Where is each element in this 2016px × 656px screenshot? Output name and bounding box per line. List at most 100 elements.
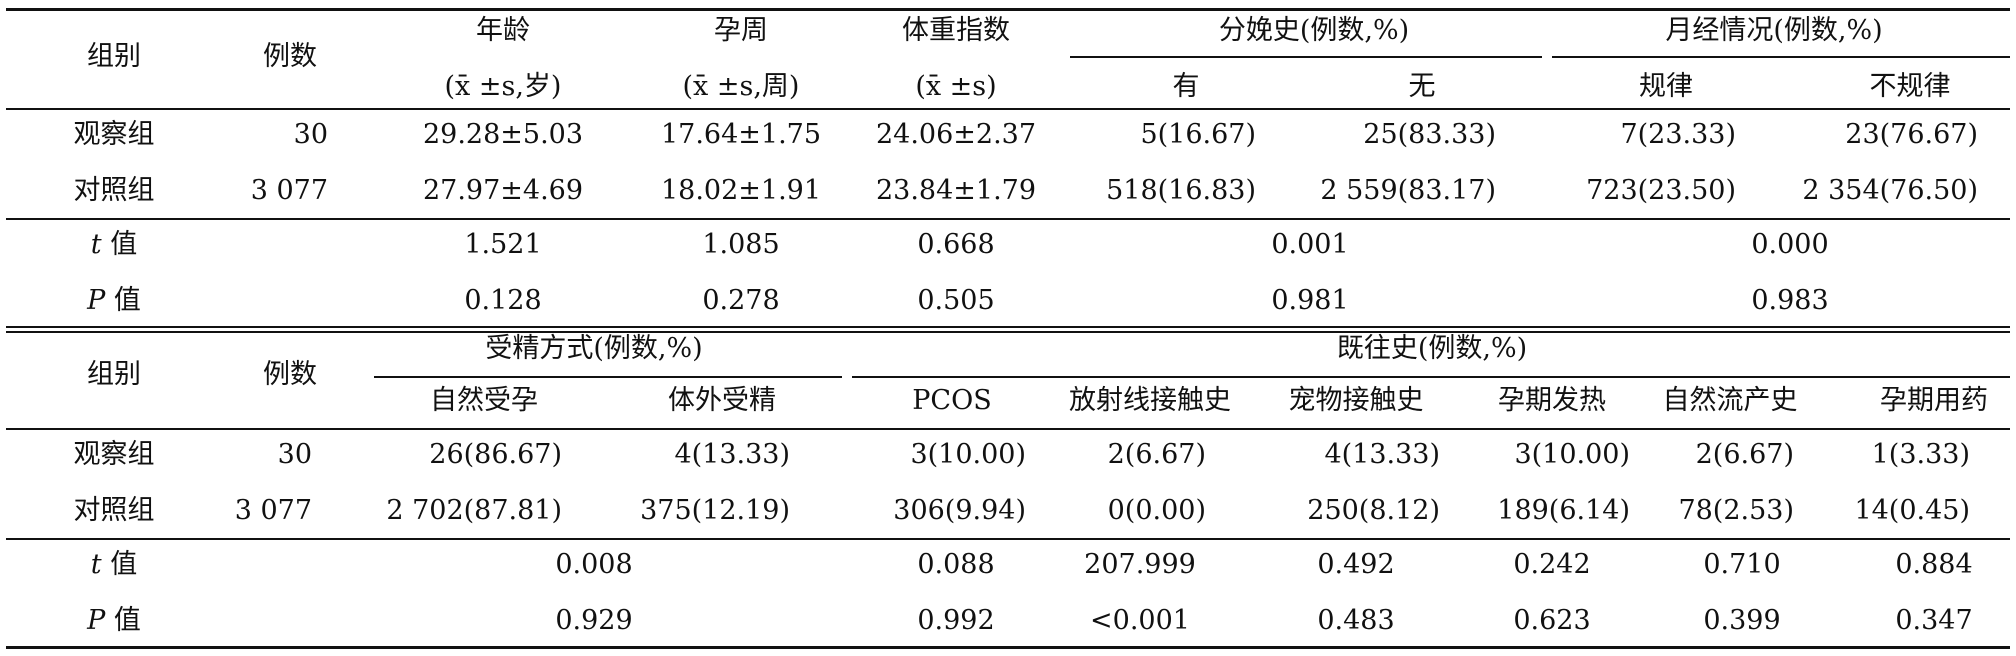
header-rule: [6, 428, 2010, 430]
cell-menses-regular: 7(23.33): [1620, 119, 1736, 150]
header-menses-regular: 规律: [1639, 71, 1693, 102]
divider-rule: [6, 326, 2010, 328]
stat-label: t 值: [90, 229, 138, 260]
header-history: 既往史(例数,%): [1336, 333, 1528, 364]
stat-bmi: 0.505: [917, 285, 995, 316]
header-gest-unit: (x̄ ±s,周): [682, 71, 800, 102]
header-abortion: 自然流产史: [1662, 385, 1798, 416]
stat-pcos: 0.992: [917, 605, 995, 636]
delivery-underline: [1070, 56, 1542, 58]
cell-pet: 4(13.33): [1324, 439, 1440, 470]
cell-bmi: 24.06±2.37: [875, 119, 1037, 150]
header-radiation: 放射线接触史: [1069, 385, 1231, 416]
stat-fever: 0.242: [1513, 549, 1591, 580]
stat-drug: 0.884: [1895, 549, 1973, 580]
cell-delivery-yes: 518(16.83): [1106, 175, 1256, 206]
fert-underline: [374, 376, 842, 378]
cell-bmi: 23.84±1.79: [875, 175, 1037, 206]
stat-label: t 值: [90, 549, 138, 580]
header-fever: 孕期发热: [1498, 385, 1606, 416]
header-delivery: 分娩史(例数,%): [1218, 15, 1410, 46]
divider-rule-2: [6, 331, 2010, 333]
header-natural: 自然受孕: [430, 385, 538, 416]
menses-underline: [1552, 56, 2010, 58]
stat-gest: 0.278: [702, 285, 780, 316]
cell-ivf: 4(13.33): [674, 439, 790, 470]
stat-bmi: 0.668: [917, 229, 995, 260]
stat-radiation: 207.999: [1084, 549, 1196, 580]
cell-count: 3 077: [234, 495, 312, 526]
cell-menses-irregular: 23(76.67): [1845, 119, 1978, 150]
cell-pet: 250(8.12): [1307, 495, 1440, 526]
cell-group: 观察组: [73, 439, 155, 470]
stat-radiation: <0.001: [1090, 605, 1190, 636]
stat-fert: 0.008: [555, 549, 633, 580]
stat-abortion: 0.710: [1703, 549, 1781, 580]
stat-abortion: 0.399: [1703, 605, 1781, 636]
cell-group: 观察组: [73, 119, 155, 150]
cell-delivery-no: 2 559(83.17): [1320, 175, 1496, 206]
cell-age: 27.97±4.69: [422, 175, 584, 206]
cell-abortion: 78(2.53): [1678, 495, 1794, 526]
cell-drug: 1(3.33): [1871, 439, 1970, 470]
cell-fever: 3(10.00): [1514, 439, 1630, 470]
cell-count: 30: [277, 439, 312, 470]
cell-group: 对照组: [73, 175, 155, 206]
header-bmi: 体重指数: [902, 15, 1010, 46]
table-2: 组别 例数 受精方式(例数,%) 自然受孕 体外受精 既往史(例数,%) PCO…: [6, 333, 2010, 654]
stat-gest: 1.085: [702, 229, 780, 260]
cell-drug: 14(0.45): [1854, 495, 1970, 526]
stats-rule: [6, 218, 2010, 220]
header-group: 组别: [87, 41, 141, 72]
stat-age: 0.128: [464, 285, 542, 316]
header-menses-irregular: 不规律: [1869, 71, 1951, 102]
header-pcos: PCOS: [912, 385, 992, 416]
header-rule: [6, 108, 2010, 110]
stat-drug: 0.347: [1895, 605, 1973, 636]
header-count: 例数: [263, 359, 317, 390]
header-delivery-no: 无: [1408, 71, 1436, 102]
cell-count: 30: [293, 119, 328, 150]
cell-delivery-yes: 5(16.67): [1140, 119, 1256, 150]
header-count: 例数: [263, 41, 317, 72]
stat-fever: 0.623: [1513, 605, 1591, 636]
header-delivery-yes: 有: [1172, 71, 1200, 102]
history-underline: [852, 376, 2010, 378]
header-age: 年龄: [476, 15, 530, 46]
stat-delivery: 0.981: [1271, 285, 1349, 316]
cell-count: 3 077: [250, 175, 328, 206]
cell-ivf: 375(12.19): [640, 495, 790, 526]
cell-menses-regular: 723(23.50): [1586, 175, 1736, 206]
cell-group: 对照组: [73, 495, 155, 526]
stat-menses: 0.983: [1751, 285, 1829, 316]
header-gest: 孕周: [714, 15, 768, 46]
top-rule: [6, 8, 2010, 11]
header-menses: 月经情况(例数,%): [1665, 15, 1883, 46]
stat-pcos: 0.088: [917, 549, 995, 580]
stat-menses: 0.000: [1751, 229, 1829, 260]
header-group: 组别: [87, 359, 141, 390]
cell-delivery-no: 25(83.33): [1363, 119, 1496, 150]
cell-pcos: 3(10.00): [910, 439, 1026, 470]
stat-label: P 值: [87, 285, 141, 316]
stat-fert: 0.929: [555, 605, 633, 636]
cell-menses-irregular: 2 354(76.50): [1802, 175, 1978, 206]
header-fert: 受精方式(例数,%): [485, 333, 703, 364]
cell-pcos: 306(9.94): [893, 495, 1026, 526]
table-1: 组别 例数 年龄 (x̄ ±s,岁) 孕周 (x̄ ±s,周) 体重指数 (x̄…: [6, 0, 2010, 328]
cell-radiation: 2(6.67): [1107, 439, 1206, 470]
header-bmi-unit: (x̄ ±s): [915, 71, 997, 102]
header-age-unit: (x̄ ±s,岁): [444, 71, 562, 102]
header-pet: 宠物接触史: [1288, 385, 1424, 416]
bottom-rule: [6, 646, 2010, 649]
cell-fever: 189(6.14): [1497, 495, 1630, 526]
cell-natural: 26(86.67): [429, 439, 562, 470]
cell-age: 29.28±5.03: [422, 119, 584, 150]
stat-pet: 0.492: [1317, 549, 1395, 580]
stats-rule: [6, 538, 2010, 540]
stat-age: 1.521: [464, 229, 542, 260]
stat-label: P 值: [87, 605, 141, 636]
cell-abortion: 2(6.67): [1695, 439, 1794, 470]
stat-delivery: 0.001: [1271, 229, 1349, 260]
cell-natural: 2 702(87.81): [386, 495, 562, 526]
